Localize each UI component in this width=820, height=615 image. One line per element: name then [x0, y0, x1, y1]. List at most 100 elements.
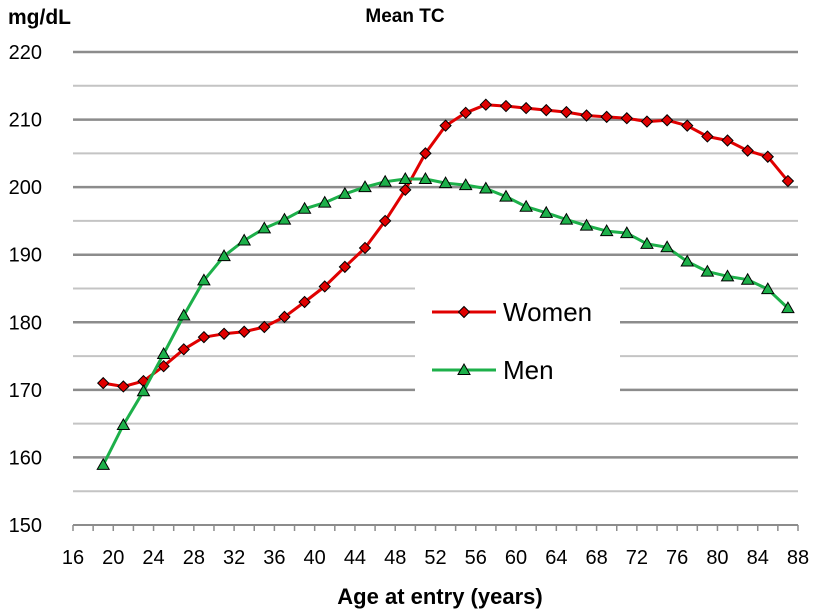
data-point-men — [579, 218, 594, 231]
data-point-men — [277, 212, 292, 225]
x-tick-label: 20 — [102, 547, 124, 569]
series-men — [96, 172, 795, 470]
y-tick-label: 190 — [9, 245, 42, 267]
data-point-men — [358, 180, 372, 193]
legend-marker-men — [457, 362, 471, 375]
data-point-women — [519, 101, 533, 115]
gridlines — [73, 50, 798, 493]
data-point-women — [479, 98, 493, 111]
x-tick-label: 88 — [787, 547, 809, 569]
x-tick-label: 24 — [142, 547, 164, 569]
data-point-men — [499, 189, 513, 202]
data-point-men — [438, 176, 453, 189]
x-tick-label: 28 — [183, 547, 205, 569]
data-point-women — [499, 99, 513, 113]
x-tick-label: 36 — [263, 547, 285, 569]
data-point-women — [640, 115, 654, 128]
x-tick-label: 40 — [304, 547, 326, 569]
data-point-men — [96, 457, 111, 470]
y-tick-label: 210 — [9, 110, 42, 132]
data-point-men — [176, 308, 191, 321]
data-point-men — [599, 224, 614, 237]
x-tick-label: 48 — [384, 547, 406, 569]
data-point-men — [559, 212, 574, 225]
data-point-men — [257, 221, 272, 234]
y-tick-label: 220 — [9, 42, 42, 64]
x-tick-label: 72 — [626, 547, 648, 569]
y-tick-label: 200 — [9, 177, 42, 199]
data-point-men — [317, 195, 332, 208]
data-point-women — [580, 109, 593, 122]
data-point-women — [117, 380, 130, 393]
x-tick-label: 56 — [465, 547, 487, 569]
x-tick-label: 68 — [585, 547, 607, 569]
y-axis-unit-label: mg/dL — [8, 6, 71, 29]
x-tick-label: 60 — [505, 547, 527, 569]
data-point-women — [660, 114, 674, 127]
data-point-men — [136, 384, 151, 397]
data-point-women — [157, 360, 170, 373]
legend-marker-women — [457, 305, 471, 319]
data-point-women — [318, 280, 331, 293]
data-point-men — [760, 282, 775, 295]
x-tick-label: 64 — [545, 547, 567, 569]
data-point-women — [419, 147, 432, 160]
data-point-men — [781, 301, 795, 314]
data-point-men — [519, 199, 533, 212]
legend-label-men: Men — [503, 355, 554, 385]
data-point-men — [338, 186, 352, 199]
y-tick-label: 170 — [9, 380, 42, 402]
x-tick-label: 52 — [424, 547, 446, 569]
data-point-women — [701, 130, 714, 143]
data-point-men — [237, 233, 252, 246]
data-point-women — [177, 343, 190, 356]
data-point-women — [681, 119, 694, 132]
data-point-women — [439, 119, 452, 132]
axes: 16 20 24 28 32 36 40 44 48 52 56 60 64 68 72 76 80 84 88 15… — [9, 42, 810, 569]
x-tick-label: 80 — [706, 547, 728, 569]
chart-title: Mean TC — [365, 6, 444, 27]
x-axis-title: Age at entry (years) — [337, 584, 542, 609]
data-point-men — [217, 249, 231, 262]
data-point-men — [116, 417, 131, 430]
data-point-women — [358, 241, 372, 255]
data-point-women — [378, 214, 392, 228]
series-women — [97, 98, 795, 393]
series-group — [96, 98, 795, 470]
data-point-women — [721, 134, 734, 147]
data-point-women — [237, 325, 251, 338]
data-point-men — [378, 174, 393, 187]
data-point-men — [539, 205, 554, 218]
data-point-women — [560, 105, 573, 119]
data-point-women — [741, 144, 754, 157]
data-point-women — [217, 327, 231, 340]
legend: Women Men — [415, 280, 620, 395]
data-point-men — [478, 181, 493, 194]
data-point-women — [459, 106, 472, 120]
data-point-women — [258, 320, 271, 334]
data-point-men — [740, 272, 755, 285]
data-point-women — [600, 110, 613, 124]
x-tick-label: 44 — [344, 547, 366, 569]
data-point-women — [540, 103, 553, 117]
legend-background — [415, 280, 620, 395]
data-point-women — [298, 295, 311, 309]
y-tick-label: 150 — [9, 515, 42, 537]
x-tick-label: 84 — [747, 547, 769, 569]
data-point-men — [418, 172, 433, 185]
data-point-men — [398, 172, 413, 185]
x-tick-label: 76 — [666, 547, 688, 569]
data-point-women — [197, 330, 211, 344]
data-point-women — [399, 183, 412, 197]
data-point-women — [338, 260, 352, 274]
data-point-men — [660, 240, 674, 253]
data-point-women — [97, 376, 110, 390]
data-point-men — [640, 236, 654, 249]
x-tick-label: 32 — [223, 547, 245, 569]
data-point-men — [720, 269, 735, 282]
x-tick-label: 16 — [62, 547, 84, 569]
data-point-men — [458, 178, 473, 191]
legend-label-women: Women — [503, 297, 592, 327]
data-point-men — [197, 273, 211, 286]
